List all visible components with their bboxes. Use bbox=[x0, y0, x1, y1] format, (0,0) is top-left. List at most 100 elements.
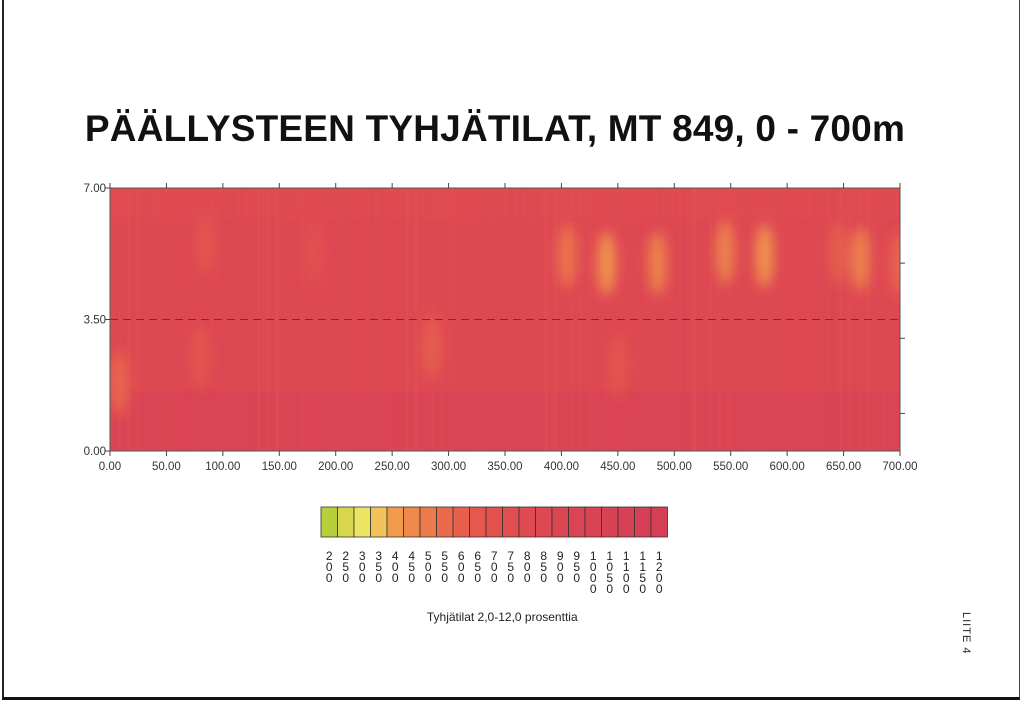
colorbar-tick-label: 5 bbox=[573, 560, 580, 574]
colorbar-tick-label: 0 bbox=[524, 571, 531, 585]
heatmap-streak bbox=[353, 188, 355, 451]
colorbar-tick-label: 0 bbox=[491, 560, 498, 574]
colorbar-tick-label: 4 bbox=[408, 549, 415, 563]
heatmap-band-upper bbox=[110, 188, 900, 219]
heatmap-streak bbox=[144, 188, 146, 451]
heatmap-streak bbox=[249, 188, 251, 451]
colorbar-tick-label: 0 bbox=[342, 571, 349, 585]
x-tick-label: 400.00 bbox=[544, 461, 579, 473]
colorbar-swatch bbox=[584, 506, 602, 538]
colorbar-tick-label: 5 bbox=[375, 560, 382, 574]
colorbar-tick-label: 0 bbox=[425, 571, 432, 585]
colorbar-tick-label: 0 bbox=[590, 571, 597, 585]
colorbar-tick-label: 1 bbox=[623, 560, 630, 574]
colorbar-swatch bbox=[485, 506, 503, 538]
colorbar-tick-label: 5 bbox=[441, 560, 448, 574]
heatmap-band-lower bbox=[110, 390, 900, 451]
colorbar-tick-label: 5 bbox=[606, 571, 613, 585]
heatmap-hotspot bbox=[304, 219, 323, 284]
colorbar-swatch bbox=[551, 506, 569, 538]
colorbar-tick-label: 7 bbox=[507, 549, 514, 563]
colorbar-tick-label: 1 bbox=[623, 549, 630, 563]
x-tick-label: 150.00 bbox=[262, 461, 297, 473]
colorbar-swatch bbox=[419, 506, 437, 538]
colorbar-tick-label: 8 bbox=[540, 549, 547, 563]
colorbar-tick-label: 1 bbox=[639, 560, 646, 574]
colorbar-swatch bbox=[617, 506, 635, 538]
colorbar-tick-label: 3 bbox=[375, 549, 382, 563]
colorbar-tick-label: 5 bbox=[540, 560, 547, 574]
colorbar-swatch bbox=[337, 506, 355, 538]
heatmap-streak bbox=[301, 188, 305, 451]
colorbar-tick-label: 0 bbox=[425, 560, 432, 574]
colorbar-label: Tyhjätilat 2,0-12,0 prosenttia bbox=[427, 610, 578, 624]
chart-title: PÄÄLLYSTEEN TYHJÄTILAT, MT 849, 0 - 700m bbox=[84, 108, 906, 149]
colorbar-tick-label: 0 bbox=[590, 582, 597, 596]
heatmap-hotspot bbox=[828, 219, 847, 284]
heatmap-streak bbox=[831, 188, 836, 451]
colorbar-tick-label: 6 bbox=[474, 549, 481, 563]
colorbar-tick-label: 0 bbox=[590, 560, 597, 574]
colorbar-tick-label: 0 bbox=[375, 571, 382, 585]
colorbar-tick-label: 9 bbox=[573, 549, 580, 563]
heatmap-streak bbox=[587, 188, 592, 451]
heatmap-chart: 0.00 50.00 100.00 150.00 200.00 250.00 300.00 3… bbox=[84, 183, 918, 624]
heatmap-streak bbox=[614, 188, 618, 451]
heatmap-streak bbox=[327, 188, 330, 451]
colorbar-tick-label: 0 bbox=[656, 571, 663, 585]
colorbar-tick-label: 0 bbox=[573, 571, 580, 585]
heatmap-streak bbox=[457, 188, 459, 451]
colorbar-tick-label: 0 bbox=[326, 560, 333, 574]
colorbar-tick-label: 5 bbox=[408, 560, 415, 574]
colorbar-tick-label: 0 bbox=[540, 571, 547, 585]
heatmap-streak bbox=[118, 188, 121, 451]
colorbar-tick-label: 0 bbox=[359, 571, 366, 585]
heatmap-hotspots bbox=[110, 212, 900, 416]
colorbar-tick-label: 0 bbox=[524, 560, 531, 574]
heatmap-streak bbox=[222, 188, 225, 451]
heatmap-streak bbox=[822, 188, 826, 451]
colorbar-tick-label: 8 bbox=[524, 549, 531, 563]
heatmap-streak bbox=[718, 188, 722, 451]
heatmap-streak bbox=[275, 188, 280, 451]
x-tick-label: 200.00 bbox=[318, 461, 353, 473]
heatmap-streak bbox=[874, 188, 876, 451]
colorbar-tick-label: 5 bbox=[441, 549, 448, 563]
x-tick-label: 450.00 bbox=[600, 461, 635, 473]
heatmap-streak bbox=[640, 188, 643, 451]
colorbar-tick-label: 0 bbox=[623, 571, 630, 585]
heatmap-hotspot bbox=[110, 351, 129, 416]
colorbar-tick-label: 0 bbox=[392, 571, 399, 585]
heatmap-streak bbox=[170, 188, 175, 451]
colorbar-tick-label: 7 bbox=[491, 549, 498, 563]
heatmap-streak bbox=[561, 188, 563, 451]
y-tick-label: 3.50 bbox=[84, 315, 106, 327]
colorbar-tick-label: 9 bbox=[557, 549, 564, 563]
colorbar-swatch bbox=[320, 506, 338, 538]
heatmap-streak bbox=[405, 188, 409, 451]
colorbar-tick-label: 1 bbox=[639, 549, 646, 563]
colorbar-tick-label: 2 bbox=[656, 560, 663, 574]
heatmap-hotspot bbox=[891, 231, 900, 296]
y-tick-label: 0.00 bbox=[84, 446, 106, 458]
x-tick-label: 250.00 bbox=[375, 461, 410, 473]
heatmap-hotspot bbox=[648, 231, 667, 296]
axes: 0.00 50.00 100.00 150.00 200.00 250.00 300.00 3… bbox=[84, 183, 918, 473]
heatmap-hotspot bbox=[755, 223, 774, 288]
colorbar-tick-label: 0 bbox=[359, 560, 366, 574]
colorbar-tick-label: 2 bbox=[342, 549, 349, 563]
colorbar-tick-label: 0 bbox=[458, 560, 465, 574]
colorbar-swatch bbox=[502, 506, 520, 538]
appendix-label: LIITE 4 bbox=[960, 612, 972, 655]
colorbar-tick-label: 5 bbox=[342, 560, 349, 574]
heatmap-hotspot bbox=[191, 325, 210, 390]
colorbar-tick-label: 1 bbox=[590, 549, 597, 563]
x-tick-label: 700.00 bbox=[882, 461, 917, 473]
colorbar-tick-label: 5 bbox=[639, 571, 646, 585]
colorbar-tick-label: 0 bbox=[441, 571, 448, 585]
colorbar-tick-label: 3 bbox=[359, 549, 366, 563]
heatmap-streak bbox=[744, 188, 747, 451]
heatmap-hotspot bbox=[196, 212, 215, 277]
colorbar-tick-label: 0 bbox=[392, 560, 399, 574]
